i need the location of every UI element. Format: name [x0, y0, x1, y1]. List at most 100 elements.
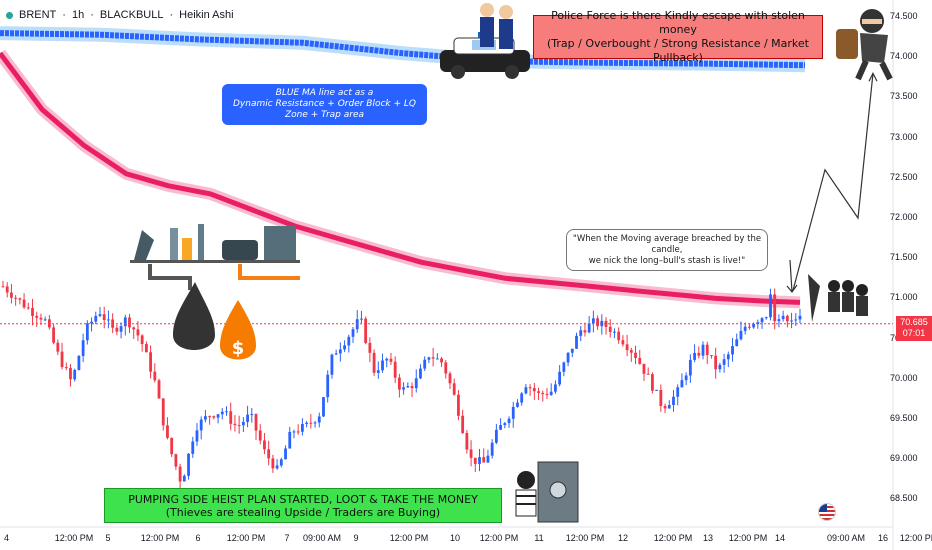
candle — [591, 310, 595, 333]
candle — [111, 313, 115, 334]
candle — [406, 382, 410, 389]
oil-drop-icon — [173, 282, 215, 350]
candle — [94, 311, 98, 325]
candle — [697, 346, 701, 359]
candle — [419, 364, 422, 380]
candle — [781, 310, 785, 322]
candle — [655, 389, 659, 391]
time-tick-label: 09:00 AM — [826, 533, 866, 543]
candle — [187, 453, 190, 480]
candle — [747, 323, 751, 330]
current-price-label: 70.685 07:01 — [896, 316, 932, 341]
candle — [343, 340, 346, 353]
candle — [170, 437, 174, 457]
candle — [579, 325, 583, 342]
candle — [305, 420, 309, 428]
candle — [140, 334, 144, 352]
broker-label: BLACKBULL — [99, 9, 164, 21]
dollar-drop-icon: $ — [220, 300, 256, 360]
candle — [284, 445, 287, 460]
candle — [735, 333, 739, 347]
candle — [482, 448, 486, 463]
projection-arrow — [786, 71, 878, 293]
time-tick-label: 12:00 PM — [226, 533, 266, 543]
heist-plan-note[interactable]: PUMPING SIDE HEIST PLAN STARTED, LOOT & … — [104, 488, 502, 523]
price-tick-label: 71.000 — [890, 292, 918, 303]
candle — [503, 421, 507, 429]
candle — [575, 332, 578, 350]
candle — [448, 371, 452, 389]
ma-breach-quote[interactable]: "When the Moving average breached by the… — [566, 229, 768, 271]
us-flag-icon[interactable] — [818, 503, 836, 521]
candle — [237, 415, 241, 434]
candle — [423, 356, 427, 371]
candle — [794, 313, 798, 327]
candle — [393, 356, 397, 384]
time-tick-label: 14 — [774, 533, 786, 543]
candle — [452, 378, 456, 396]
candle — [621, 335, 625, 347]
candle — [490, 439, 494, 459]
candle — [174, 453, 178, 471]
candle — [414, 369, 418, 393]
candle — [773, 288, 777, 330]
candle — [693, 344, 696, 363]
time-tick-label: 9 — [353, 533, 359, 543]
candle — [296, 424, 300, 435]
candle — [764, 316, 768, 320]
ma-blue-line — [0, 30, 806, 69]
candle — [478, 448, 481, 472]
candle — [494, 424, 498, 445]
candle — [161, 398, 165, 431]
candle — [376, 361, 380, 379]
candle — [596, 315, 599, 330]
candle — [368, 337, 372, 363]
price-tick-label: 72.000 — [890, 212, 918, 222]
candle — [90, 317, 93, 332]
candle — [651, 372, 654, 394]
candle — [507, 416, 511, 428]
candle — [532, 383, 536, 400]
time-tick-label: 4 — [4, 533, 10, 543]
candle — [431, 347, 435, 367]
price-tick-label: 74.500 — [890, 11, 918, 21]
candle — [554, 380, 557, 394]
price-tick-label: 70.000 — [890, 372, 918, 383]
candle — [726, 351, 730, 368]
candle — [85, 320, 89, 345]
candle — [769, 288, 772, 321]
candle — [520, 391, 524, 406]
candle — [322, 396, 325, 418]
candle — [718, 362, 722, 373]
candle — [73, 368, 77, 382]
blue-ma-note[interactable]: BLUE MA line act as a Dynamic Resistance… — [222, 84, 427, 125]
time-tick-label: 5 — [105, 533, 111, 543]
candle — [267, 440, 271, 466]
interval-label[interactable]: 1h — [71, 9, 85, 21]
candle — [271, 454, 275, 473]
candle — [195, 423, 199, 446]
candle — [204, 409, 207, 423]
candle — [739, 321, 743, 341]
candle — [360, 310, 363, 324]
candle — [35, 311, 39, 327]
candle — [541, 390, 545, 402]
candle — [397, 373, 401, 398]
moving-average-blue — [0, 26, 806, 73]
candle — [26, 302, 30, 310]
candle — [254, 413, 258, 440]
chart-style-label[interactable]: Heikin Ashi — [179, 9, 234, 21]
candle — [457, 390, 460, 421]
police-force-note[interactable]: Police Force is there Kindly escape with… — [533, 9, 823, 64]
candle — [157, 378, 161, 399]
candle — [385, 357, 389, 368]
breach-arrow — [786, 259, 798, 293]
symbol-name[interactable]: BRENT — [19, 9, 57, 21]
candle — [688, 354, 692, 383]
time-tick-label: 12:00 PM — [653, 533, 693, 543]
time-tick-label: 12:00 PM — [899, 533, 932, 543]
candle — [119, 322, 123, 339]
candle — [22, 293, 26, 309]
projection-arrowhead — [868, 71, 878, 82]
